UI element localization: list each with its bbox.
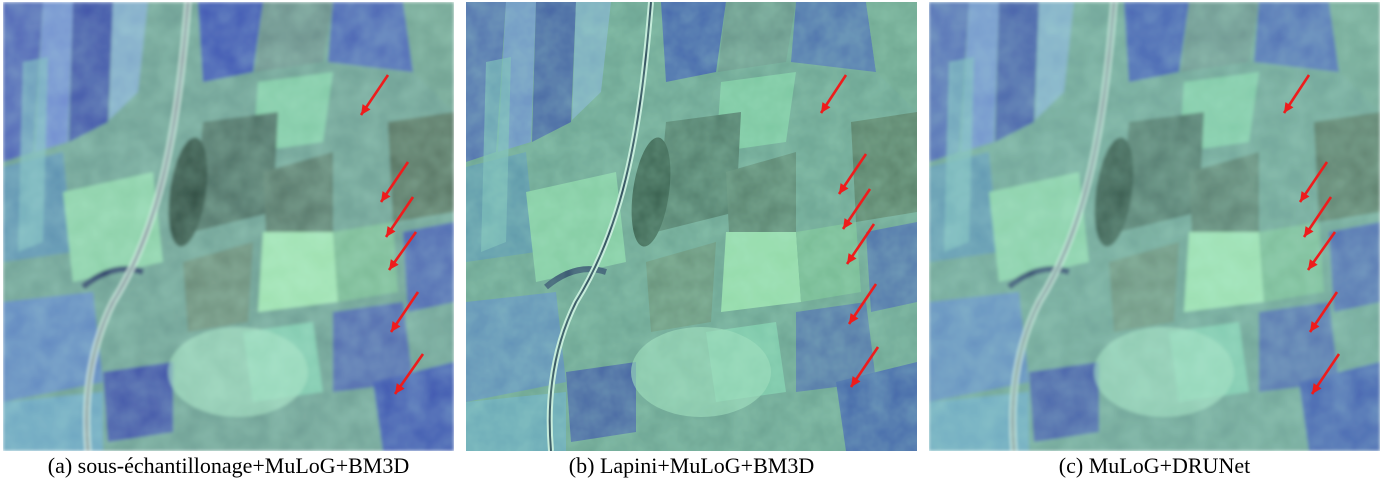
- arrows-a: [359, 74, 425, 395]
- red-arrow-icon: [1308, 291, 1339, 333]
- red-arrow-icon: [1302, 196, 1333, 238]
- red-arrow-icon: [389, 291, 420, 333]
- red-arrow-icon: [847, 283, 878, 325]
- red-arrow-icon: [384, 196, 415, 238]
- red-arrow-icon: [1310, 353, 1341, 395]
- red-arrow-icon: [379, 161, 410, 203]
- arrows-b: [819, 74, 880, 388]
- image-c: [929, 2, 1380, 451]
- caption-a: (a) sous-échantillonage+MuLoG+BM3D: [47, 453, 410, 478]
- red-arrow-icon: [849, 346, 880, 388]
- red-arrow-icon: [1306, 231, 1337, 271]
- red-arrow-icon: [837, 153, 868, 195]
- red-arrow-icon: [359, 74, 390, 116]
- caption-c: (c) MuLoG+DRUNet: [1058, 453, 1251, 478]
- panel-b: [466, 2, 917, 451]
- red-arrow-icon: [819, 74, 848, 114]
- red-arrow-icon: [845, 223, 876, 265]
- panel-c: [929, 2, 1380, 451]
- arrows-c: [1282, 74, 1341, 395]
- red-arrow-icon: [1282, 74, 1311, 114]
- red-arrow-icon: [387, 231, 418, 271]
- caption-b: (b) Lapini+MuLoG+BM3D: [568, 453, 815, 478]
- red-arrow-icon: [841, 188, 872, 230]
- panel-a: [3, 2, 454, 451]
- image-b: [466, 2, 917, 451]
- red-arrow-icon: [393, 353, 425, 395]
- red-arrow-icon: [1298, 161, 1329, 203]
- image-a: [3, 2, 454, 451]
